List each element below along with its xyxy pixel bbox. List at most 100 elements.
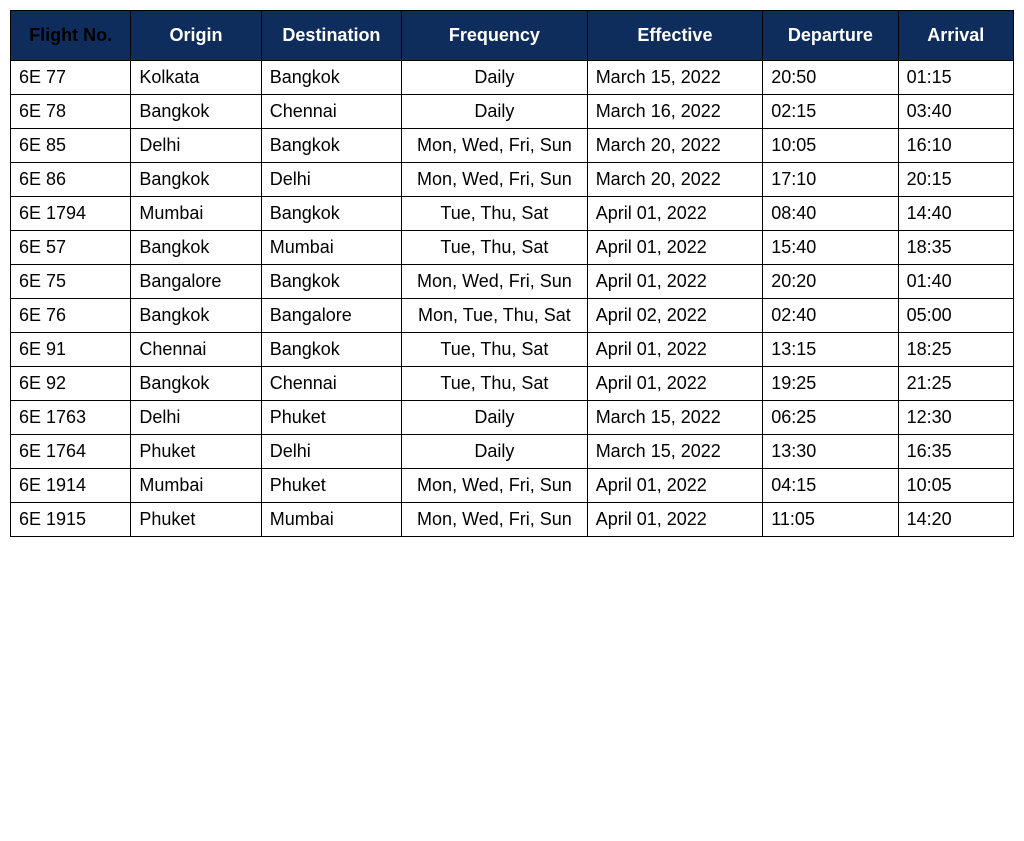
cell-origin: Bangkok [131,299,261,333]
cell-eff: March 15, 2022 [587,61,763,95]
cell-dep: 04:15 [763,469,898,503]
cell-freq: Tue, Thu, Sat [402,333,588,367]
column-header: Frequency [402,11,588,61]
cell-origin: Bangkok [131,231,261,265]
cell-freq: Tue, Thu, Sat [402,197,588,231]
cell-origin: Bangkok [131,95,261,129]
cell-freq: Mon, Tue, Thu, Sat [402,299,588,333]
cell-dep: 20:20 [763,265,898,299]
cell-dest: Bangalore [261,299,401,333]
cell-dep: 17:10 [763,163,898,197]
cell-arr: 18:35 [898,231,1013,265]
cell-freq: Mon, Wed, Fri, Sun [402,129,588,163]
column-header: Departure [763,11,898,61]
cell-arr: 12:30 [898,401,1013,435]
cell-arr: 10:05 [898,469,1013,503]
cell-arr: 14:20 [898,503,1013,537]
cell-freq: Mon, Wed, Fri, Sun [402,163,588,197]
table-row: 6E 78BangkokChennaiDailyMarch 16, 202202… [11,95,1014,129]
column-header: Flight No. [11,11,131,61]
flight-schedule-table: Flight No.OriginDestinationFrequencyEffe… [10,10,1014,537]
cell-arr: 20:15 [898,163,1013,197]
cell-eff: April 01, 2022 [587,197,763,231]
cell-dest: Bangkok [261,265,401,299]
cell-dest: Phuket [261,401,401,435]
cell-origin: Bangkok [131,367,261,401]
cell-dep: 19:25 [763,367,898,401]
cell-dest: Mumbai [261,231,401,265]
cell-dep: 11:05 [763,503,898,537]
cell-flight: 6E 86 [11,163,131,197]
cell-flight: 6E 85 [11,129,131,163]
cell-eff: April 01, 2022 [587,265,763,299]
cell-eff: April 01, 2022 [587,231,763,265]
cell-dep: 02:15 [763,95,898,129]
cell-flight: 6E 92 [11,367,131,401]
cell-arr: 01:40 [898,265,1013,299]
column-header: Origin [131,11,261,61]
table-row: 6E 1915PhuketMumbaiMon, Wed, Fri, SunApr… [11,503,1014,537]
cell-arr: 18:25 [898,333,1013,367]
cell-eff: April 01, 2022 [587,503,763,537]
cell-dep: 06:25 [763,401,898,435]
cell-eff: April 02, 2022 [587,299,763,333]
cell-flight: 6E 75 [11,265,131,299]
cell-dep: 13:15 [763,333,898,367]
table-row: 6E 77KolkataBangkokDailyMarch 15, 202220… [11,61,1014,95]
cell-arr: 14:40 [898,197,1013,231]
table-row: 6E 85DelhiBangkokMon, Wed, Fri, SunMarch… [11,129,1014,163]
cell-freq: Mon, Wed, Fri, Sun [402,469,588,503]
cell-flight: 6E 1764 [11,435,131,469]
cell-flight: 6E 1763 [11,401,131,435]
column-header: Effective [587,11,763,61]
cell-eff: March 20, 2022 [587,163,763,197]
cell-dest: Phuket [261,469,401,503]
cell-freq: Mon, Wed, Fri, Sun [402,503,588,537]
cell-flight: 6E 1794 [11,197,131,231]
cell-arr: 21:25 [898,367,1013,401]
cell-dest: Bangkok [261,333,401,367]
cell-origin: Bangkok [131,163,261,197]
table-header: Flight No.OriginDestinationFrequencyEffe… [11,11,1014,61]
cell-origin: Phuket [131,503,261,537]
cell-origin: Mumbai [131,197,261,231]
cell-dep: 08:40 [763,197,898,231]
cell-arr: 01:15 [898,61,1013,95]
cell-eff: April 01, 2022 [587,469,763,503]
cell-flight: 6E 78 [11,95,131,129]
cell-dest: Mumbai [261,503,401,537]
cell-freq: Tue, Thu, Sat [402,367,588,401]
cell-dep: 02:40 [763,299,898,333]
cell-flight: 6E 57 [11,231,131,265]
cell-origin: Mumbai [131,469,261,503]
table-body: 6E 77KolkataBangkokDailyMarch 15, 202220… [11,61,1014,537]
cell-dest: Bangkok [261,197,401,231]
cell-eff: March 15, 2022 [587,401,763,435]
cell-dest: Bangkok [261,129,401,163]
table-row: 6E 1764PhuketDelhiDailyMarch 15, 202213:… [11,435,1014,469]
cell-dep: 13:30 [763,435,898,469]
cell-freq: Tue, Thu, Sat [402,231,588,265]
table-row: 6E 86BangkokDelhiMon, Wed, Fri, SunMarch… [11,163,1014,197]
cell-eff: March 15, 2022 [587,435,763,469]
cell-origin: Phuket [131,435,261,469]
cell-flight: 6E 76 [11,299,131,333]
cell-freq: Daily [402,401,588,435]
cell-origin: Kolkata [131,61,261,95]
cell-flight: 6E 77 [11,61,131,95]
cell-origin: Bangalore [131,265,261,299]
column-header: Destination [261,11,401,61]
table-row: 6E 76BangkokBangaloreMon, Tue, Thu, SatA… [11,299,1014,333]
cell-dep: 15:40 [763,231,898,265]
cell-flight: 6E 91 [11,333,131,367]
cell-origin: Chennai [131,333,261,367]
cell-freq: Mon, Wed, Fri, Sun [402,265,588,299]
cell-freq: Daily [402,61,588,95]
cell-eff: April 01, 2022 [587,333,763,367]
cell-origin: Delhi [131,129,261,163]
table-row: 6E 92BangkokChennaiTue, Thu, SatApril 01… [11,367,1014,401]
cell-flight: 6E 1915 [11,503,131,537]
cell-eff: March 20, 2022 [587,129,763,163]
table-row: 6E 75BangaloreBangkokMon, Wed, Fri, SunA… [11,265,1014,299]
cell-dest: Chennai [261,95,401,129]
